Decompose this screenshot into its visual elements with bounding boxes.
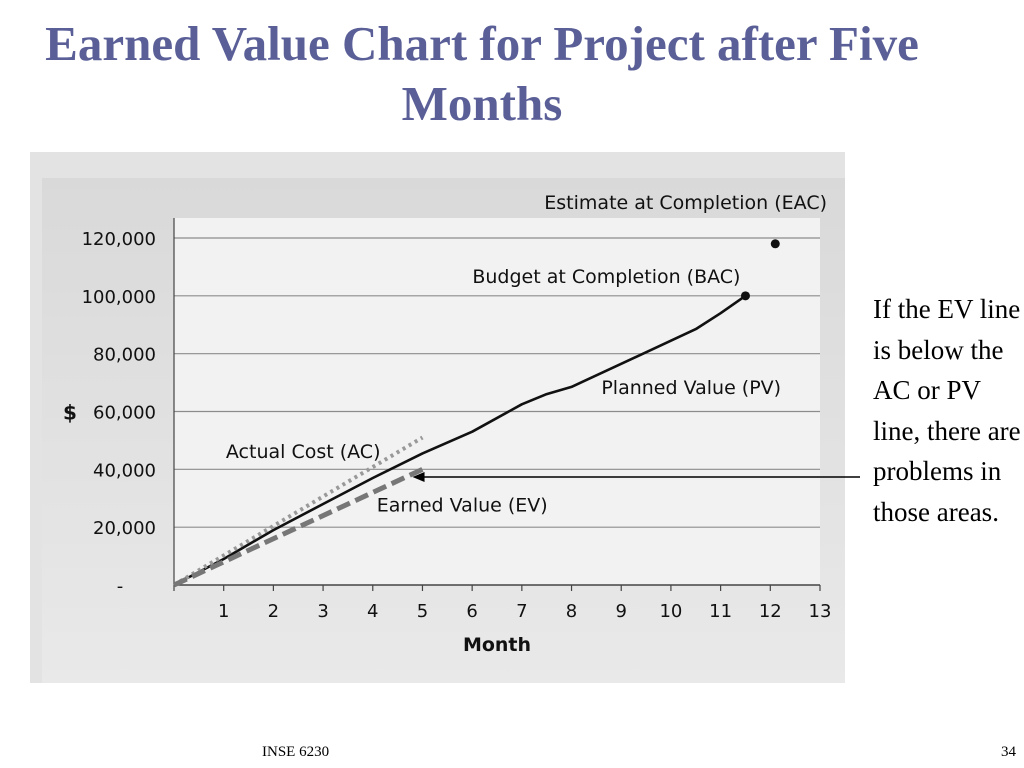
x-tick-label: 7 — [516, 601, 527, 622]
earned-value-chart: - 20,000 40,000 60,000 80,000 100,000 120,000 1… — [30, 152, 845, 683]
y-tick-label: 20,000 — [93, 518, 156, 539]
series-layer — [172, 239, 780, 588]
x-tick-label: 6 — [466, 601, 477, 622]
label-layer: Planned Value (PV) Actual Cost (AC) Earned… — [226, 192, 827, 516]
point-estimate-at-completion-eac — [770, 239, 780, 249]
chart-frame: - 20,000 40,000 60,000 80,000 100,000 120,000 1… — [30, 152, 845, 683]
page-number: 34 — [1001, 744, 1016, 760]
x-tick-label: 3 — [317, 601, 328, 622]
footer-course: INSE 6230 — [262, 744, 330, 760]
x-tick-label: 13 — [809, 601, 832, 622]
point-budget-at-completion-bac — [740, 291, 750, 301]
point-label-bac: Budget at Completion (BAC) — [472, 266, 740, 288]
series-label-earned-value-ev: Earned Value (EV) — [377, 494, 548, 516]
x-tick-label: 9 — [616, 601, 627, 622]
grid-layer — [174, 218, 820, 585]
series-line-earned-value-ev — [172, 467, 424, 588]
y-tick-label: 100,000 — [82, 287, 156, 308]
x-axis-title: Month — [463, 634, 531, 656]
point-label-eac: Estimate at Completion (EAC) — [544, 192, 827, 214]
series-line-planned-value-pv — [173, 294, 747, 587]
series-line-actual-cost-ac — [172, 435, 424, 587]
y-tick-label: 40,000 — [93, 460, 156, 481]
x-tick-label: 8 — [566, 601, 577, 622]
y-tick-label: 80,000 — [93, 345, 156, 366]
x-tick-label: 2 — [268, 601, 279, 622]
series-label-planned-value-pv: Planned Value (PV) — [601, 377, 781, 399]
x-tick-label: 5 — [417, 601, 428, 622]
x-tick-label: 12 — [759, 601, 782, 622]
y-tick-label: 60,000 — [93, 403, 156, 424]
x-tick-label: 10 — [659, 601, 682, 622]
series-label-actual-cost-ac: Actual Cost (AC) — [226, 441, 381, 463]
side-note: If the EV line is below the AC or PV lin… — [873, 294, 1021, 527]
plot-area — [174, 218, 820, 585]
x-tick-label: 1 — [218, 601, 229, 622]
y-axis-title: $ — [63, 401, 77, 425]
x-tick-label: 4 — [367, 601, 378, 622]
x-tick-label: 11 — [709, 601, 732, 622]
y-tick-label: - — [117, 576, 124, 597]
axis-layer: - 20,000 40,000 60,000 80,000 100,000 120,000 1… — [63, 218, 831, 656]
slide-title: Earned Value Chart for Project after Fiv… — [45, 16, 919, 131]
y-tick-label: 120,000 — [82, 229, 156, 250]
